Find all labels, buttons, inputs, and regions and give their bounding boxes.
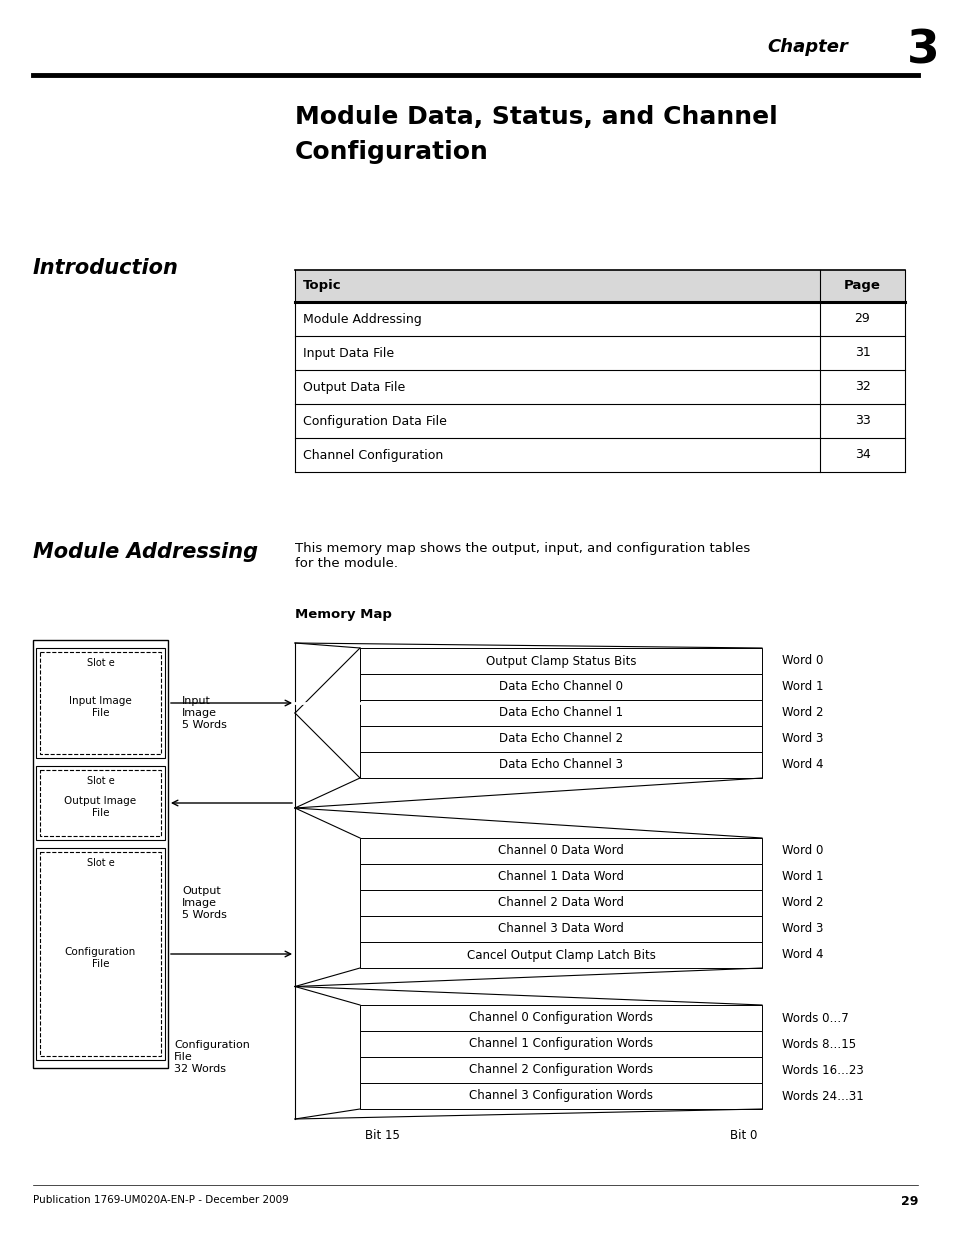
Text: 33: 33 bbox=[854, 415, 869, 427]
Text: Word 4: Word 4 bbox=[781, 758, 822, 772]
Bar bbox=[359, 1083, 761, 1109]
Text: Word 2: Word 2 bbox=[781, 897, 822, 909]
Text: Module Data, Status, and Channel: Module Data, Status, and Channel bbox=[294, 105, 777, 128]
Text: Configuration
File: Configuration File bbox=[65, 947, 136, 968]
Text: 32: 32 bbox=[854, 380, 869, 394]
Text: Chapter: Chapter bbox=[766, 38, 847, 56]
Text: Word 4: Word 4 bbox=[781, 948, 822, 962]
Text: Slot e: Slot e bbox=[87, 858, 114, 868]
Text: Configuration Data File: Configuration Data File bbox=[303, 415, 446, 427]
Text: Data Echo Channel 1: Data Echo Channel 1 bbox=[498, 706, 622, 720]
Bar bbox=[40, 852, 161, 1056]
Bar bbox=[359, 890, 761, 916]
Text: Words 24…31: Words 24…31 bbox=[781, 1089, 862, 1103]
Text: Channel 1 Data Word: Channel 1 Data Word bbox=[497, 871, 623, 883]
Text: Channel 0 Data Word: Channel 0 Data Word bbox=[497, 845, 623, 857]
Bar bbox=[359, 700, 761, 726]
Text: Words 16…23: Words 16…23 bbox=[781, 1063, 862, 1077]
Text: Output
Image
5 Words: Output Image 5 Words bbox=[182, 887, 227, 920]
Bar bbox=[359, 1057, 761, 1083]
Bar bbox=[359, 942, 761, 968]
Text: Module Addressing: Module Addressing bbox=[303, 312, 421, 326]
Text: Word 0: Word 0 bbox=[781, 655, 822, 667]
Text: Bit 15: Bit 15 bbox=[365, 1129, 399, 1142]
Bar bbox=[359, 1031, 761, 1057]
Bar bbox=[359, 916, 761, 942]
Bar bbox=[36, 848, 165, 1060]
Text: Input Image
File: Input Image File bbox=[69, 697, 132, 718]
Text: Introduction: Introduction bbox=[33, 258, 179, 278]
Text: Channel 1 Configuration Words: Channel 1 Configuration Words bbox=[469, 1037, 653, 1051]
Bar bbox=[40, 652, 161, 755]
Text: Configuration: Configuration bbox=[294, 140, 488, 164]
Text: Words 8…15: Words 8…15 bbox=[781, 1037, 855, 1051]
Text: Cancel Output Clamp Latch Bits: Cancel Output Clamp Latch Bits bbox=[466, 948, 655, 962]
Text: Slot e: Slot e bbox=[87, 658, 114, 668]
Text: 29: 29 bbox=[900, 1195, 917, 1208]
Text: Configuration
File
32 Words: Configuration File 32 Words bbox=[173, 1040, 250, 1073]
Text: Word 0: Word 0 bbox=[781, 845, 822, 857]
Text: Word 1: Word 1 bbox=[781, 871, 822, 883]
Text: Word 2: Word 2 bbox=[781, 706, 822, 720]
Text: Data Echo Channel 3: Data Echo Channel 3 bbox=[498, 758, 622, 772]
Text: Word 3: Word 3 bbox=[781, 923, 822, 935]
Bar bbox=[359, 1005, 761, 1031]
Text: Word 1: Word 1 bbox=[781, 680, 822, 694]
Text: 3: 3 bbox=[906, 28, 939, 73]
Bar bbox=[359, 864, 761, 890]
Text: Word 3: Word 3 bbox=[781, 732, 822, 746]
Bar bbox=[359, 674, 761, 700]
Bar bbox=[36, 766, 165, 840]
Text: Channel 3 Configuration Words: Channel 3 Configuration Words bbox=[469, 1089, 652, 1103]
Text: Input
Image
5 Words: Input Image 5 Words bbox=[182, 697, 227, 730]
Text: Channel 0 Configuration Words: Channel 0 Configuration Words bbox=[469, 1011, 652, 1025]
Text: Output Image
File: Output Image File bbox=[65, 797, 136, 818]
Text: Module Addressing: Module Addressing bbox=[33, 542, 258, 562]
Text: Bit 0: Bit 0 bbox=[729, 1129, 757, 1142]
Text: 34: 34 bbox=[854, 448, 869, 462]
Bar bbox=[359, 726, 761, 752]
Text: Data Echo Channel 0: Data Echo Channel 0 bbox=[498, 680, 622, 694]
Text: Page: Page bbox=[843, 279, 880, 293]
Text: Channel 2 Data Word: Channel 2 Data Word bbox=[497, 897, 623, 909]
Text: Channel 2 Configuration Words: Channel 2 Configuration Words bbox=[469, 1063, 653, 1077]
Bar bbox=[40, 769, 161, 836]
Bar bbox=[359, 839, 761, 864]
Text: Channel Configuration: Channel Configuration bbox=[303, 448, 443, 462]
Bar bbox=[359, 648, 761, 674]
Text: This memory map shows the output, input, and configuration tables
for the module: This memory map shows the output, input,… bbox=[294, 542, 749, 571]
Bar bbox=[359, 752, 761, 778]
Text: Words 0…7: Words 0…7 bbox=[781, 1011, 848, 1025]
Text: Slot e: Slot e bbox=[87, 776, 114, 785]
Bar bbox=[294, 270, 904, 303]
Text: Topic: Topic bbox=[303, 279, 341, 293]
Text: Memory Map: Memory Map bbox=[294, 608, 392, 621]
Text: Channel 3 Data Word: Channel 3 Data Word bbox=[497, 923, 623, 935]
Bar bbox=[33, 640, 168, 1068]
Text: Output Data File: Output Data File bbox=[303, 380, 405, 394]
Bar bbox=[36, 648, 165, 758]
Text: Publication 1769-UM020A-EN-P - December 2009: Publication 1769-UM020A-EN-P - December … bbox=[33, 1195, 289, 1205]
Text: 29: 29 bbox=[854, 312, 869, 326]
Text: Input Data File: Input Data File bbox=[303, 347, 394, 359]
Text: 31: 31 bbox=[854, 347, 869, 359]
Text: Data Echo Channel 2: Data Echo Channel 2 bbox=[498, 732, 622, 746]
Text: Output Clamp Status Bits: Output Clamp Status Bits bbox=[485, 655, 636, 667]
